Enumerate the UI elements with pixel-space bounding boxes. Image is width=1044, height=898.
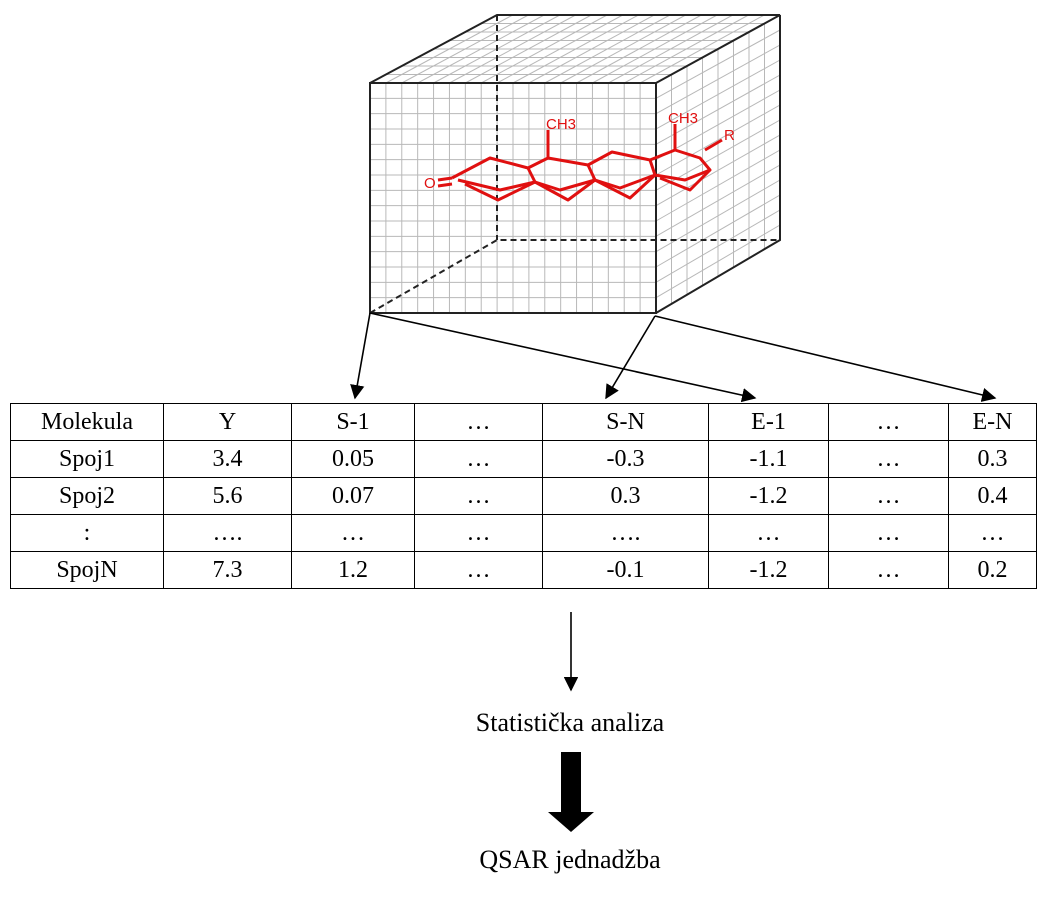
table-cell: -0.3 [542, 440, 709, 478]
table-cell: -1.2 [708, 477, 829, 515]
descriptor-table: Molekula Y S-1 … S-N E-1 … E-N Spoj1 3.4… [10, 403, 1037, 589]
table-cell: 1.2 [291, 551, 415, 589]
table-header-row: Molekula Y S-1 … S-N E-1 … E-N [10, 403, 1037, 441]
table-cell: Spoj2 [10, 477, 164, 515]
table-header-cell: Y [163, 403, 292, 441]
table-cell: … [828, 440, 949, 478]
table-cell: … [828, 477, 949, 515]
table-cell: … [828, 514, 949, 552]
table-header-cell: Molekula [10, 403, 164, 441]
table-cell: 0.4 [948, 477, 1037, 515]
methyl-label-2: CH3 [668, 110, 698, 127]
table-cell: : [10, 514, 164, 552]
table-row: Spoj2 5.6 0.07 … 0.3 -1.2 … 0.4 [10, 477, 1037, 515]
table-cell: 5.6 [163, 477, 292, 515]
thick-arrow-statistics-to-qsar [548, 752, 594, 832]
steroid-molecule [437, 124, 723, 202]
cube-right-face [655, 15, 781, 314]
table-cell: …. [163, 514, 292, 552]
cube-hidden-edges [369, 239, 780, 314]
table-cell: SpojN [10, 551, 164, 589]
table-cell: … [291, 514, 415, 552]
table-cell: … [414, 440, 543, 478]
table-cell: … [414, 477, 543, 515]
table-header-cell: S-N [542, 403, 709, 441]
table-cell: … [414, 514, 543, 552]
table-row: Spoj1 3.4 0.05 … -0.3 -1.1 … 0.3 [10, 440, 1037, 478]
table-cell: 0.07 [291, 477, 415, 515]
table-header-cell: … [828, 403, 949, 441]
table-cell: -1.2 [708, 551, 829, 589]
table-cell: Spoj1 [10, 440, 164, 478]
table-row: SpojN 7.3 1.2 … -0.1 -1.2 … 0.2 [10, 551, 1037, 589]
oxygen-label: O [424, 175, 436, 192]
cube-top-face [369, 14, 781, 84]
grid-cube-figure: CH3 CH3 O R [369, 14, 781, 314]
table-header-cell: E-N [948, 403, 1037, 441]
table-row: : …. … … …. … … … [10, 514, 1037, 552]
table-cell: -0.1 [542, 551, 709, 589]
qsar-equation-label: QSAR jednadžba [479, 845, 661, 874]
table-header-cell: S-1 [291, 403, 415, 441]
table-header-cell: E-1 [708, 403, 829, 441]
table-cell: … [948, 514, 1037, 552]
table-cell: … [708, 514, 829, 552]
table-cell: … [828, 551, 949, 589]
table-cell: 0.05 [291, 440, 415, 478]
table-cell: 0.3 [948, 440, 1037, 478]
methyl-label-1: CH3 [546, 116, 576, 133]
statistical-analysis-label: Statistička analiza [475, 708, 665, 737]
table-cell: 0.3 [542, 477, 709, 515]
table-cell: 7.3 [163, 551, 292, 589]
table-cell: …. [542, 514, 709, 552]
table-cell: 0.2 [948, 551, 1037, 589]
r-group-label: R [724, 127, 735, 144]
table-header-cell: … [414, 403, 543, 441]
table-cell: 3.4 [163, 440, 292, 478]
table-cell: -1.1 [708, 440, 829, 478]
cube-grid-lines [370, 14, 781, 313]
table-cell: … [414, 551, 543, 589]
